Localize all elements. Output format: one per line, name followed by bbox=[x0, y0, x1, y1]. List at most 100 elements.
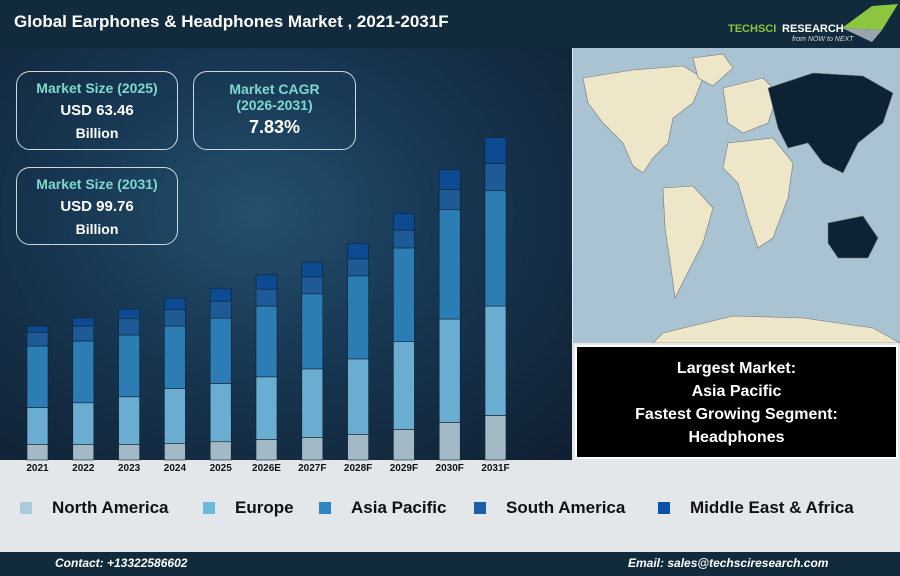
page-title: Global Earphones & Headphones Market , 2… bbox=[14, 12, 449, 31]
x-tick-label: 2028F bbox=[344, 463, 372, 474]
bar-segment-europe-2028F bbox=[347, 358, 369, 435]
market-cagr-card: Market CAGR (2026-2031) 7.83% bbox=[193, 71, 356, 150]
bar-segment-north-america-2026E bbox=[255, 439, 278, 461]
world-map bbox=[573, 48, 900, 343]
bar-segment-north-america-2028F bbox=[347, 434, 369, 461]
legend-label: South America bbox=[506, 498, 626, 517]
bar-segment-middle-east-africa-2027F bbox=[301, 261, 324, 278]
bar-segment-middle-east-africa-2021 bbox=[26, 326, 49, 333]
x-tick-label: 2031F bbox=[481, 463, 509, 474]
map-australia bbox=[827, 215, 879, 259]
bar-segment-middle-east-africa-2025 bbox=[209, 287, 232, 302]
map-europe bbox=[722, 77, 779, 134]
stat-value: USD 99.76 bbox=[60, 198, 134, 215]
stat-label: Market Size (2025) bbox=[36, 80, 158, 96]
bar-segment-south-america-2026E bbox=[255, 288, 278, 307]
legend-item: North America bbox=[20, 498, 169, 518]
bar-segment-south-america-2025 bbox=[209, 300, 232, 319]
bar-segment-north-america-2030F bbox=[438, 422, 461, 461]
bar-segment-europe-2023 bbox=[118, 396, 140, 445]
bar-segment-south-america-2024 bbox=[164, 309, 186, 327]
bar-segment-north-america-2021 bbox=[26, 444, 49, 461]
x-tick-label: 2027F bbox=[298, 463, 326, 474]
bar-segment-asia-pacific-2024 bbox=[164, 325, 186, 389]
bar-segment-south-america-2022 bbox=[72, 325, 95, 342]
x-axis-band bbox=[0, 460, 572, 476]
bar-segment-middle-east-africa-2024 bbox=[164, 297, 186, 311]
bar-segment-south-america-2030F bbox=[438, 189, 461, 210]
bar-segment-asia-pacific-2029F bbox=[393, 247, 415, 342]
legend-swatch bbox=[658, 502, 670, 514]
legend-label: Europe bbox=[235, 498, 294, 517]
bar-segment-asia-pacific-2026E bbox=[255, 305, 278, 378]
stat-unit: Billion bbox=[75, 125, 119, 141]
bar-segment-europe-2025 bbox=[209, 383, 232, 443]
x-tick-label: 2029F bbox=[390, 463, 418, 474]
legend-item: Europe bbox=[203, 498, 294, 518]
bar-segment-asia-pacific-2021 bbox=[26, 345, 49, 408]
bar-segment-asia-pacific-2028F bbox=[347, 275, 369, 360]
bar-segment-europe-2031F bbox=[484, 305, 507, 416]
bar-segment-middle-east-africa-2029F bbox=[393, 213, 415, 231]
techsci-logo: TECHSCI RESEARCH from NOW to NEXT bbox=[728, 4, 898, 43]
bar-segment-south-america-2021 bbox=[26, 332, 49, 347]
fastest-segment-value: Headphones bbox=[688, 429, 785, 446]
legend-label: Middle East & Africa bbox=[690, 498, 854, 517]
bar-segment-asia-pacific-2027F bbox=[301, 293, 324, 370]
bar-segment-south-america-2027F bbox=[301, 276, 324, 295]
market-size-2031-card: Market Size (2031) USD 99.76 Billion bbox=[16, 167, 178, 245]
bar-segment-south-america-2028F bbox=[347, 258, 369, 277]
bar-segment-middle-east-africa-2028F bbox=[347, 242, 369, 260]
stat-value: 7.83% bbox=[248, 117, 301, 137]
largest-market-label: Largest Market: bbox=[676, 360, 797, 377]
bar-segment-europe-2026E bbox=[255, 376, 278, 440]
map-south-america bbox=[662, 185, 714, 300]
bar-segment-north-america-2024 bbox=[164, 443, 186, 461]
bar-segment-north-america-2029F bbox=[393, 429, 415, 461]
bar-segment-asia-pacific-2031F bbox=[484, 190, 507, 307]
x-tick-label: 2023 bbox=[118, 463, 141, 474]
legend-item: Asia Pacific bbox=[319, 498, 446, 518]
x-tick-label: 2022 bbox=[72, 463, 95, 474]
bar-segment-europe-2027F bbox=[301, 368, 324, 438]
stacked-bar-chart: 2021 2022 2023 2024 2025 2026E 2027F 2028F 2029F… bbox=[26, 137, 510, 474]
fastest-segment-label: Fastest Growing Segment: bbox=[635, 406, 838, 423]
legend-item: Middle East & Africa bbox=[658, 498, 854, 518]
map-africa bbox=[722, 137, 794, 249]
x-tick-label: 2024 bbox=[164, 463, 187, 474]
map-antarctica bbox=[652, 315, 900, 343]
bar-segment-europe-2029F bbox=[393, 341, 415, 430]
x-tick-label: 2021 bbox=[26, 463, 49, 474]
svg-text:RESEARCH: RESEARCH bbox=[782, 23, 844, 35]
market-size-2025-card: Market Size (2025) USD 63.46 Billion bbox=[16, 71, 178, 150]
map-north-america bbox=[582, 65, 704, 174]
map-greenland bbox=[692, 53, 734, 87]
legend-swatch bbox=[474, 502, 486, 514]
x-tick-label: 2030F bbox=[436, 463, 464, 474]
bar-segment-middle-east-africa-2026E bbox=[255, 274, 278, 290]
contact-email: Email: sales@techsciresearch.com bbox=[628, 556, 829, 570]
legend-swatch bbox=[203, 502, 215, 514]
bar-segment-asia-pacific-2022 bbox=[72, 340, 95, 404]
svg-text:TECHSCI: TECHSCI bbox=[728, 23, 776, 35]
bar-segment-south-america-2023 bbox=[118, 318, 140, 336]
svg-text:from NOW to NEXT: from NOW to NEXT bbox=[792, 36, 854, 43]
x-tick-label: 2026E bbox=[252, 463, 281, 474]
bar-segment-middle-east-africa-2030F bbox=[438, 169, 461, 190]
bar-segment-north-america-2031F bbox=[484, 415, 507, 461]
bar-segment-north-america-2025 bbox=[209, 441, 232, 461]
bar-segment-middle-east-africa-2031F bbox=[484, 137, 507, 164]
bar-segment-south-america-2031F bbox=[484, 163, 507, 192]
legend-swatch bbox=[20, 502, 32, 514]
footer: Contact: +13322586602 Email: sales@techs… bbox=[0, 552, 900, 576]
bar-segment-europe-2024 bbox=[164, 388, 186, 444]
legend-swatch bbox=[319, 502, 331, 514]
chart-legend: North America Europe Asia Pacific South Ame… bbox=[0, 498, 900, 526]
stat-period: (2026-2031) bbox=[236, 97, 313, 113]
legend-item: South America bbox=[474, 498, 625, 518]
bar-segment-europe-2021 bbox=[26, 407, 49, 445]
stat-label: Market Size (2031) bbox=[36, 176, 158, 192]
bar-segment-north-america-2022 bbox=[72, 444, 95, 461]
bar-segment-middle-east-africa-2023 bbox=[118, 308, 140, 320]
stat-unit: Billion bbox=[75, 221, 119, 237]
